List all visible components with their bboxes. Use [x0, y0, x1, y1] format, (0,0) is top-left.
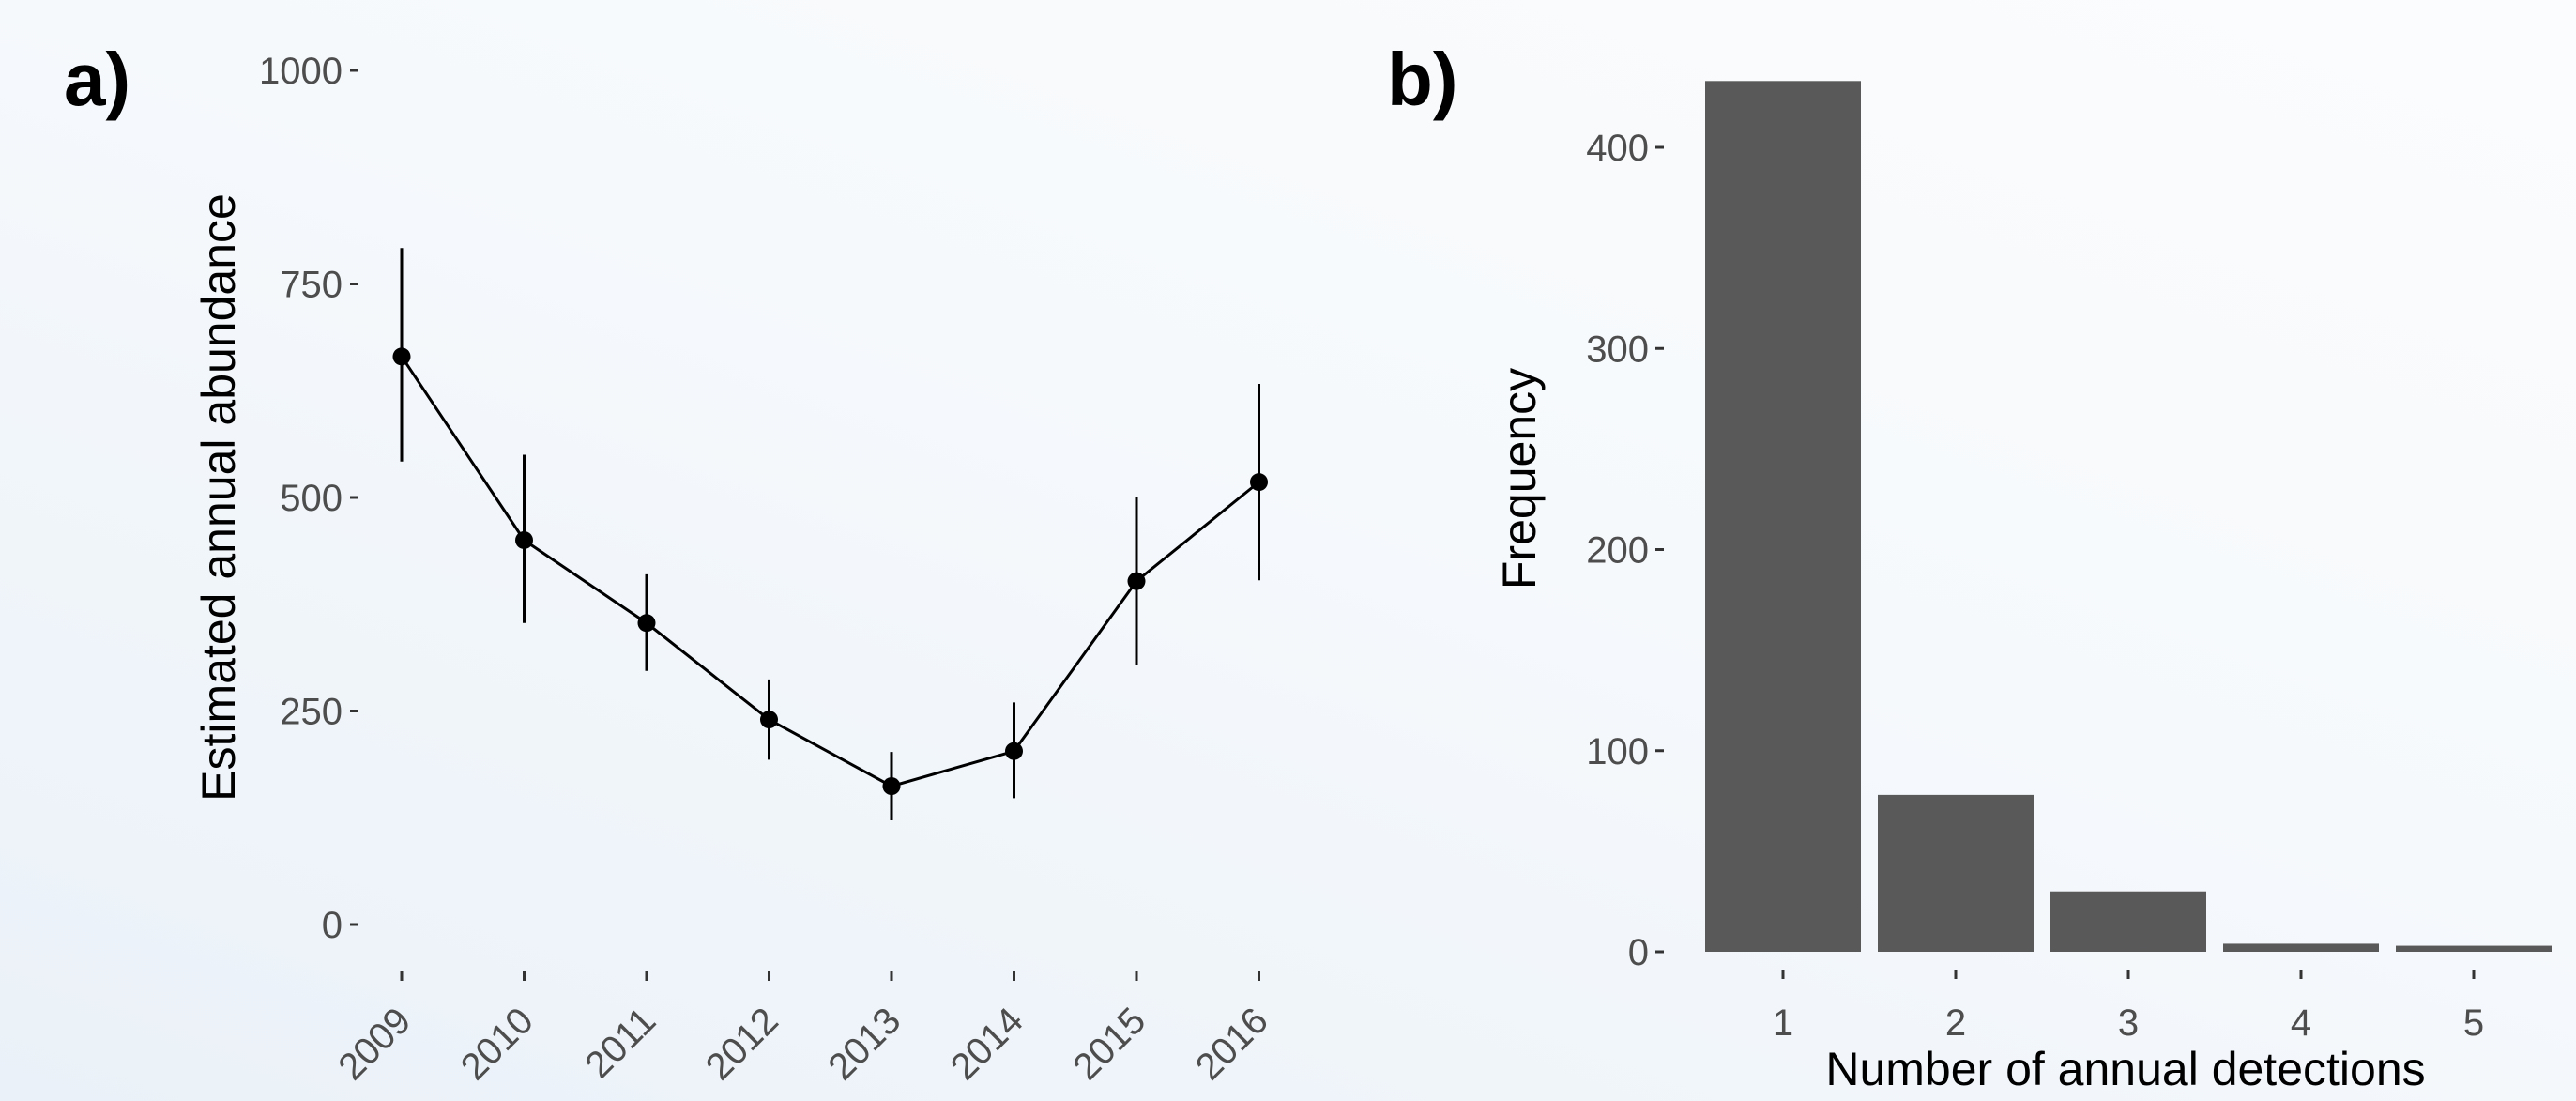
panel-b-bars	[1705, 81, 2552, 953]
panel-a-x-tick-label: 2016	[1188, 1000, 1276, 1088]
panel-b-y-tick-label: 300	[1586, 329, 1649, 370]
panel-a-data-point	[1250, 473, 1268, 492]
panel-a-y-tick-label: 0	[322, 905, 343, 946]
panel-b-y-axis-title: Frequency	[1493, 368, 1546, 589]
panel-b-bar	[1878, 794, 2034, 952]
panel-a-y-tick-label: 750	[280, 265, 343, 306]
panel-a-label: a)	[64, 38, 130, 121]
panel-b-bar	[1705, 81, 1861, 953]
panel-a-points	[392, 347, 1268, 796]
panel-b-bar	[2396, 945, 2552, 952]
panel-a-data-point	[515, 531, 533, 549]
panel-a-x-axis: 2009 2010 2011 2012 2013 2014 2015 2016	[330, 971, 1276, 1088]
panel-a-y-axis-title: Estimated annual abundance	[192, 193, 245, 802]
panel-a-y-tick-label: 1000	[259, 51, 343, 92]
panel-b-x-tick-label: 4	[2291, 1002, 2311, 1044]
panel-b-frequency-chart: b) Frequency Number of annual detections…	[1387, 38, 2552, 1095]
panel-a-x-tick-label: 2014	[943, 1000, 1031, 1088]
panel-a-x-tick-label: 2010	[453, 1000, 541, 1088]
panel-b-bar	[2050, 891, 2206, 952]
panel-b-y-axis: 0 100 200 300 400	[1586, 128, 1664, 973]
panel-a-y-axis: 0 250 500 750 1000	[259, 51, 358, 946]
panel-a-y-tick-label: 250	[280, 692, 343, 733]
panel-b-x-tick-label: 2	[1945, 1002, 1966, 1044]
panel-b-y-tick-label: 0	[1628, 932, 1649, 973]
panel-a-data-point	[760, 711, 778, 729]
panel-a-y-tick-label: 500	[280, 478, 343, 519]
panel-a-x-tick-label: 2015	[1065, 1000, 1153, 1088]
panel-a-data-point	[637, 614, 656, 633]
panel-a-x-tick-label: 2011	[577, 1000, 663, 1086]
panel-b-x-axis: 1 2 3 4 5	[1773, 970, 2484, 1044]
panel-b-x-tick-label: 5	[2463, 1002, 2484, 1044]
panel-a-x-tick-label: 2013	[820, 1000, 908, 1088]
panel-b-y-tick-label: 200	[1586, 530, 1649, 572]
panel-b-y-tick-label: 100	[1586, 731, 1649, 772]
panel-a-series-line	[400, 356, 1260, 788]
panel-b-x-axis-title: Number of annual detections	[1825, 1043, 2425, 1095]
panel-b-label: b)	[1387, 38, 1458, 121]
panel-b-y-tick-label: 400	[1586, 128, 1649, 169]
panel-b-x-tick-label: 3	[2118, 1002, 2139, 1044]
panel-b-bar	[2223, 943, 2379, 952]
panel-b-x-tick-label: 1	[1773, 1002, 1793, 1044]
panel-a-x-tick-label: 2009	[330, 1000, 419, 1088]
panel-a-x-tick-label: 2012	[698, 1000, 786, 1088]
panel-a-abundance-chart: a) Estimated annual abundance 0 250 500 750…	[64, 38, 1276, 1088]
panel-a-data-point	[392, 347, 411, 366]
panel-a-data-point	[1005, 742, 1023, 760]
panel-a-data-point	[882, 777, 901, 796]
panel-a-data-point	[1127, 572, 1146, 590]
